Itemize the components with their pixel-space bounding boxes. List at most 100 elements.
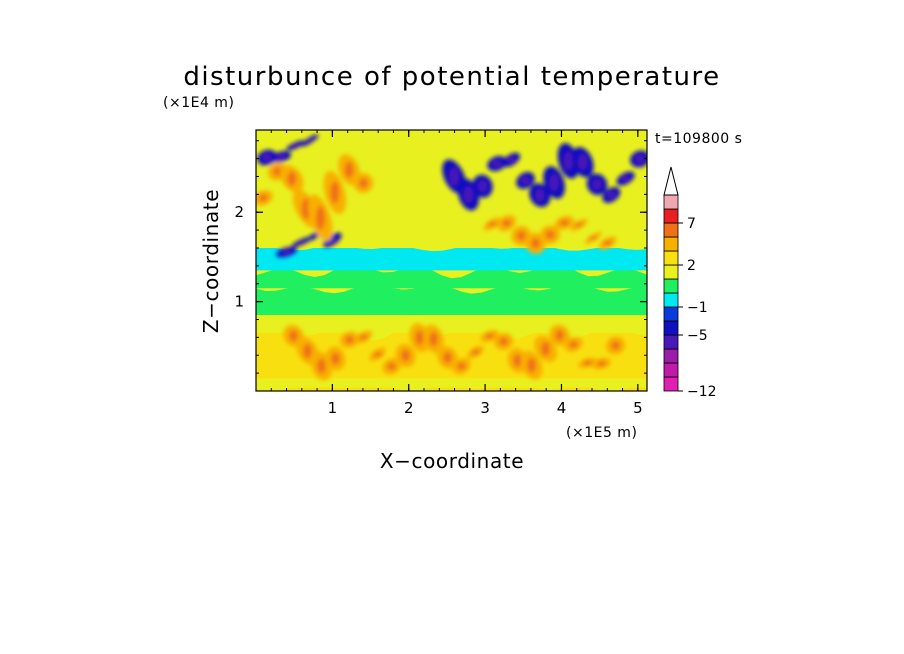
contour-feature-core	[281, 249, 292, 255]
contour-feature-core	[549, 174, 559, 191]
contour-feature-core	[487, 221, 497, 227]
contour-band	[256, 283, 647, 316]
time-label: t=109800 s	[655, 131, 742, 147]
contour-feature-core	[449, 167, 459, 186]
contour-feature-core	[262, 153, 272, 162]
colorbar-tick-label: −5	[687, 328, 708, 344]
contour-feature-core	[569, 341, 578, 348]
colorbar-segment	[663, 236, 679, 252]
contour-feature-core	[588, 236, 598, 240]
colorbar-segment	[663, 222, 679, 238]
contour-field	[256, 130, 647, 391]
x-axis-label: X−coordinate	[380, 449, 524, 473]
contour-feature-core	[545, 230, 555, 240]
contour-feature-core	[443, 351, 452, 364]
contour-feature-core	[583, 360, 592, 366]
contour-feature-core	[287, 171, 297, 187]
contour-feature-core	[555, 329, 564, 341]
contour-feature-core	[492, 160, 502, 168]
contour-feature-core	[401, 349, 410, 362]
contour-feature-core	[471, 349, 480, 355]
colorbar-tick-label: −12	[687, 384, 717, 400]
contour-feature-core	[457, 362, 466, 370]
contour-feature-core	[276, 154, 286, 160]
plot-frame	[255, 129, 648, 392]
contour-feature-core	[531, 238, 541, 249]
colorbar-segment	[663, 194, 679, 210]
contour-feature-core	[621, 175, 631, 182]
contour-feature-core	[574, 222, 584, 227]
x-tick-label: 1	[328, 399, 338, 417]
x-tick-label: 2	[404, 399, 414, 417]
contour-feature-core	[315, 205, 325, 230]
colorbar-segment	[663, 292, 679, 308]
contour-band	[256, 384, 647, 391]
contour-feature-core	[499, 337, 508, 346]
colorbar-segment	[663, 376, 679, 392]
contour-feature-core	[535, 189, 545, 202]
contour-feature-core	[258, 194, 268, 202]
contour-feature-core	[345, 335, 354, 344]
contour-feature-core	[485, 333, 494, 339]
contour-feature-core	[429, 331, 438, 347]
contour-feature-core	[521, 176, 530, 185]
contour-feature-core	[331, 352, 340, 365]
chart-title: disturbunce of potential temperature	[183, 62, 720, 92]
contour-feature-core	[273, 166, 282, 176]
x-axis-ticks: 1 2 3 4 5	[270, 130, 643, 417]
x-tick-label: 3	[480, 399, 490, 417]
colorbar-segment	[663, 264, 679, 280]
colorbar-extend-arrow	[663, 166, 679, 196]
contour-feature-core	[611, 341, 620, 350]
contour-feature-core	[463, 186, 473, 203]
contour-feature-core	[358, 178, 368, 189]
contour-feature-core	[606, 191, 616, 199]
colorbar-segment	[663, 278, 679, 294]
y-tick-label: 1	[234, 293, 244, 311]
y-unit-label: (×1E4 m)	[163, 95, 234, 111]
contour-feature-core	[516, 230, 526, 241]
contour-feature-core	[502, 219, 512, 227]
colorbar-tick-label: −1	[687, 300, 708, 316]
colorbar-segment	[663, 348, 679, 364]
colorbar-segment	[663, 320, 679, 336]
contour-feature-core	[578, 154, 588, 171]
contour-feature-core	[635, 154, 645, 164]
contour-band	[256, 312, 647, 333]
contour-feature-core	[415, 330, 424, 346]
contour-feature-core	[303, 343, 312, 359]
y-tick-label: 2	[234, 203, 244, 221]
contour-feature-core	[330, 181, 340, 204]
contour-feature-core	[603, 240, 613, 246]
y-axis-label: Z−coordinate	[199, 189, 223, 333]
colorbar-segment	[663, 306, 679, 322]
contour-feature-core	[513, 354, 522, 367]
colorbar: 7 2 −1 −5 −12	[663, 166, 717, 400]
contour-feature-core	[317, 358, 326, 374]
contour-feature-core	[563, 151, 573, 170]
contour-feature-core	[373, 352, 382, 357]
colorbar-segment	[663, 362, 679, 378]
contour-feature-core	[527, 357, 536, 373]
contour-features	[256, 134, 647, 381]
contour-feature-core	[305, 139, 315, 142]
x-unit-label: (×1E5 m)	[566, 425, 637, 441]
contour-feature-core	[506, 157, 516, 163]
colorbar-segment	[663, 250, 679, 266]
x-tick-label: 5	[633, 399, 643, 417]
contour-feature-core	[359, 334, 368, 340]
colorbar-segment	[663, 334, 679, 350]
contour-band	[256, 244, 647, 271]
contour-feature-core	[289, 330, 298, 342]
x-tick-label: 4	[557, 399, 567, 417]
contour-feature-core	[559, 219, 569, 226]
contour-feature-core	[592, 179, 602, 190]
contour-feature-core	[344, 161, 354, 178]
colorbar-tick-label: 2	[687, 258, 696, 274]
contour-feature-core	[478, 180, 488, 192]
contour-feature-core	[387, 362, 396, 371]
y-axis-ticks: 12	[234, 140, 647, 374]
colorbar-segment	[663, 208, 679, 224]
colorbar-tick-label: 7	[687, 216, 696, 232]
